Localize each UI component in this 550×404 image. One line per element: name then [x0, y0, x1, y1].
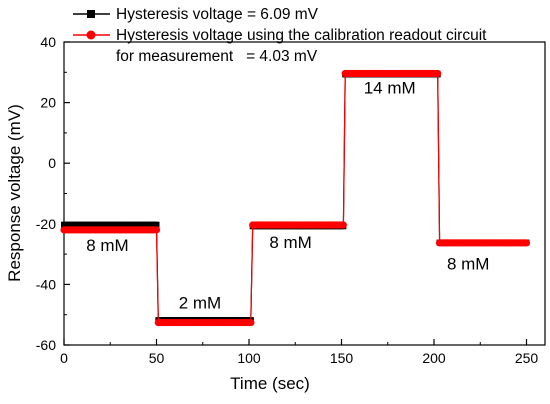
series-line — [64, 72, 527, 324]
data-point — [153, 221, 160, 228]
concentration-label: 8 mM — [447, 254, 490, 273]
y-axis-ticks: -60 -40 -20 0 20 40 — [36, 34, 70, 353]
legend-marker-square — [87, 10, 95, 18]
data-point — [339, 221, 347, 229]
annotation-layer: 8 mM 2 mM 8 mM 14 mM 8 mM — [86, 79, 489, 313]
data-point — [434, 69, 442, 78]
series-layer — [60, 69, 531, 327]
legend: Hysteresis voltage = 6.09 mV Hysteresis … — [73, 6, 487, 65]
y-tick-label: 40 — [40, 34, 56, 50]
legend-entry-1: Hysteresis voltage = 6.09 mV — [116, 6, 319, 23]
data-point — [522, 239, 531, 247]
data-point — [152, 226, 161, 234]
x-tick-label: 50 — [149, 350, 165, 366]
series-line — [64, 73, 527, 321]
x-tick-label: 100 — [237, 350, 261, 366]
series-black — [61, 71, 530, 324]
x-tick-label: 0 — [60, 350, 68, 366]
y-tick-label: -40 — [36, 276, 56, 292]
data-point — [247, 318, 255, 327]
x-tick-label: 250 — [515, 350, 539, 366]
y-tick-label: -60 — [36, 337, 56, 353]
plot-frame — [63, 41, 546, 346]
y-tick-label: 20 — [40, 95, 56, 111]
x-tick-label: 200 — [422, 350, 446, 366]
y-tick-label: 0 — [48, 155, 56, 171]
concentration-label: 8 mM — [269, 233, 312, 252]
series-red — [60, 69, 531, 327]
y-axis-title: Response voltage (mV) — [5, 104, 24, 282]
x-tick-label: 150 — [330, 350, 354, 366]
concentration-label: 14 mM — [364, 79, 416, 98]
legend-marker-circle — [86, 30, 96, 40]
concentration-label: 8 mM — [86, 236, 129, 255]
concentration-label: 2 mM — [179, 294, 222, 313]
legend-entry-2-cont: for measurement = 4.03 mV — [116, 48, 318, 65]
plot-border — [63, 41, 546, 346]
x-axis-ticks: 0 50 100 150 200 250 — [60, 339, 538, 366]
x-axis-title: Time (sec) — [230, 374, 310, 393]
y-tick-label: -20 — [36, 216, 56, 232]
legend-entry-2: Hysteresis voltage using the calibration… — [116, 27, 487, 44]
